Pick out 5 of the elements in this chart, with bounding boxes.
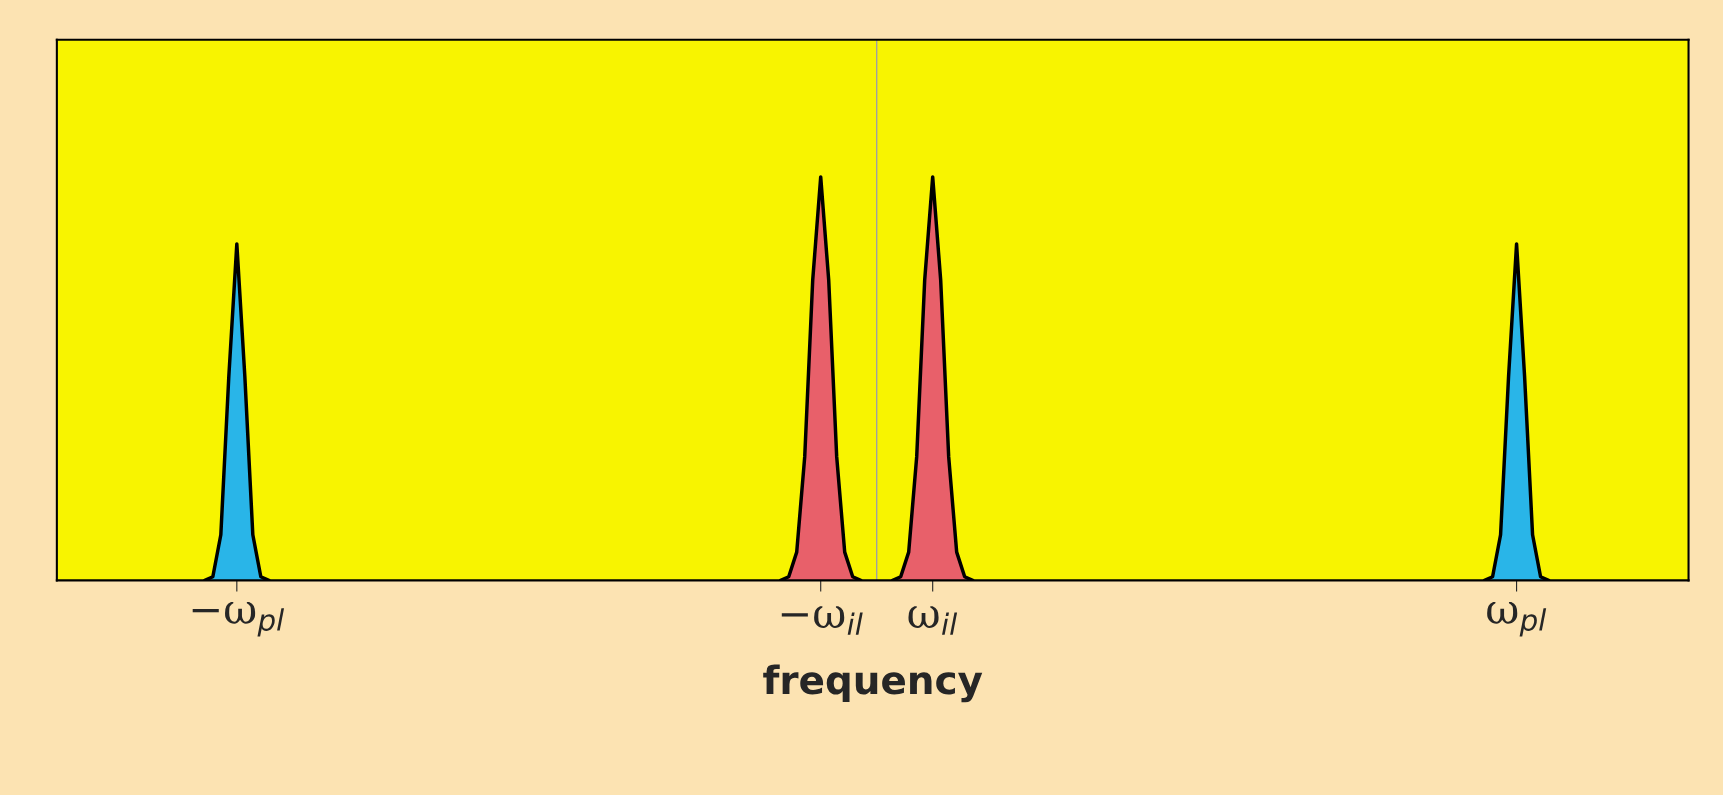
x-tick-label: ω$_{pl}$ [1487, 602, 1547, 637]
x-axis-title: frequency [763, 664, 983, 703]
x-tick-label: ω$_{il}$ [908, 606, 958, 635]
x-tick-label: −ω$_{il}$ [781, 606, 863, 635]
x-tick-label: −ω$_{pl}$ [192, 602, 285, 637]
